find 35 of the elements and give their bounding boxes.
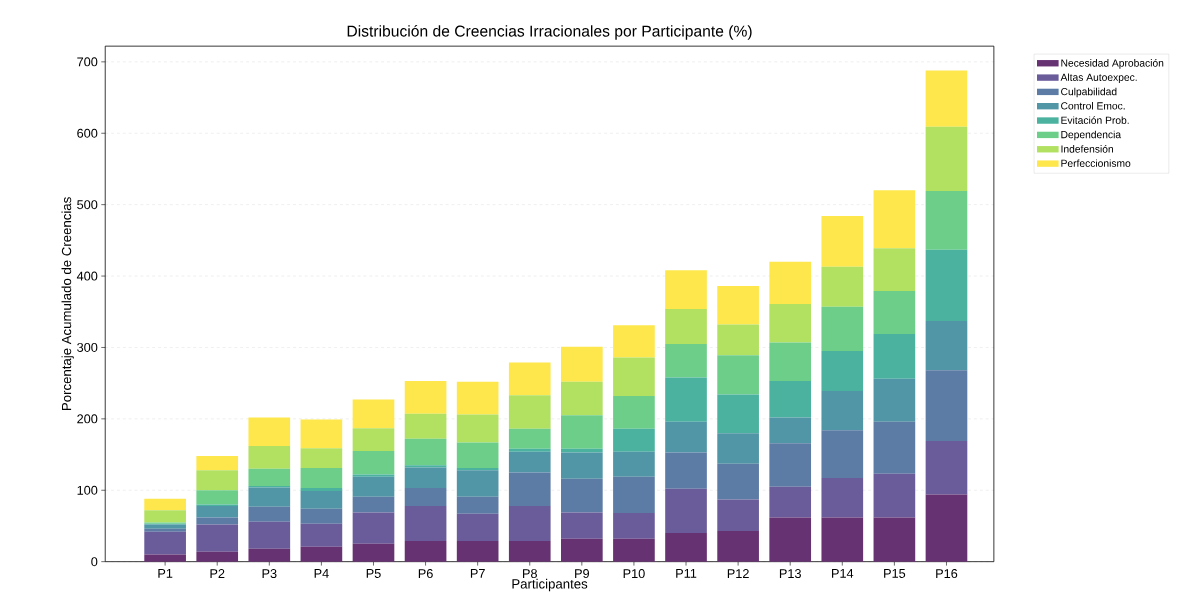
y-tick-label: 200: [77, 414, 98, 424]
chart-title: Distribución de Creencias Irracionales por Participante (%): [347, 25, 752, 40]
x-tick-label: P7: [470, 569, 485, 578]
x-tick-label: P13: [779, 569, 801, 579]
x-tick-label: P11: [676, 569, 697, 578]
x-axis-title: Participantes: [512, 578, 588, 592]
x-tick-label: P3: [262, 569, 277, 579]
x-tick-label: P16: [936, 569, 958, 579]
x-tick-label: P1: [158, 569, 173, 578]
x-tick-label: P5: [366, 569, 381, 578]
y-tick-label: 300: [77, 343, 98, 353]
y-axis-title: Porcentaje Acumulado de Creencias: [61, 197, 74, 411]
y-tick-label: 0: [91, 557, 98, 567]
legend-label: Altas Autoexpec.: [1060, 73, 1137, 84]
y-tick-label: 400: [76, 271, 98, 281]
x-tick-label: P2: [210, 569, 225, 578]
legend-label: Necesidad Aprobación: [1061, 59, 1164, 69]
x-tick-label: P8: [523, 569, 537, 579]
legend-label: Indefensión: [1061, 145, 1113, 153]
x-tick-label: P10: [623, 569, 645, 579]
legend-label: Dependencia: [1061, 130, 1122, 141]
y-tick-label: 600: [77, 128, 98, 138]
legend-label: Control Emoc.: [1061, 102, 1125, 110]
x-tick-label: P9: [575, 569, 590, 579]
x-tick-label: P12: [727, 569, 749, 578]
legend-label: Culpabilidad: [1061, 87, 1117, 98]
y-tick-label: 500: [77, 200, 98, 210]
y-tick-label: 100: [77, 485, 98, 495]
legend-label: Evitación Prob.: [1061, 116, 1129, 125]
x-tick-label: P15: [884, 569, 906, 578]
legend-label: Perfeccionismo: [1061, 159, 1131, 168]
x-tick-label: P4: [314, 569, 329, 578]
x-tick-label: P14: [832, 569, 854, 578]
x-tick-label: P6: [418, 569, 433, 579]
y-tick-label: 700: [77, 57, 98, 67]
